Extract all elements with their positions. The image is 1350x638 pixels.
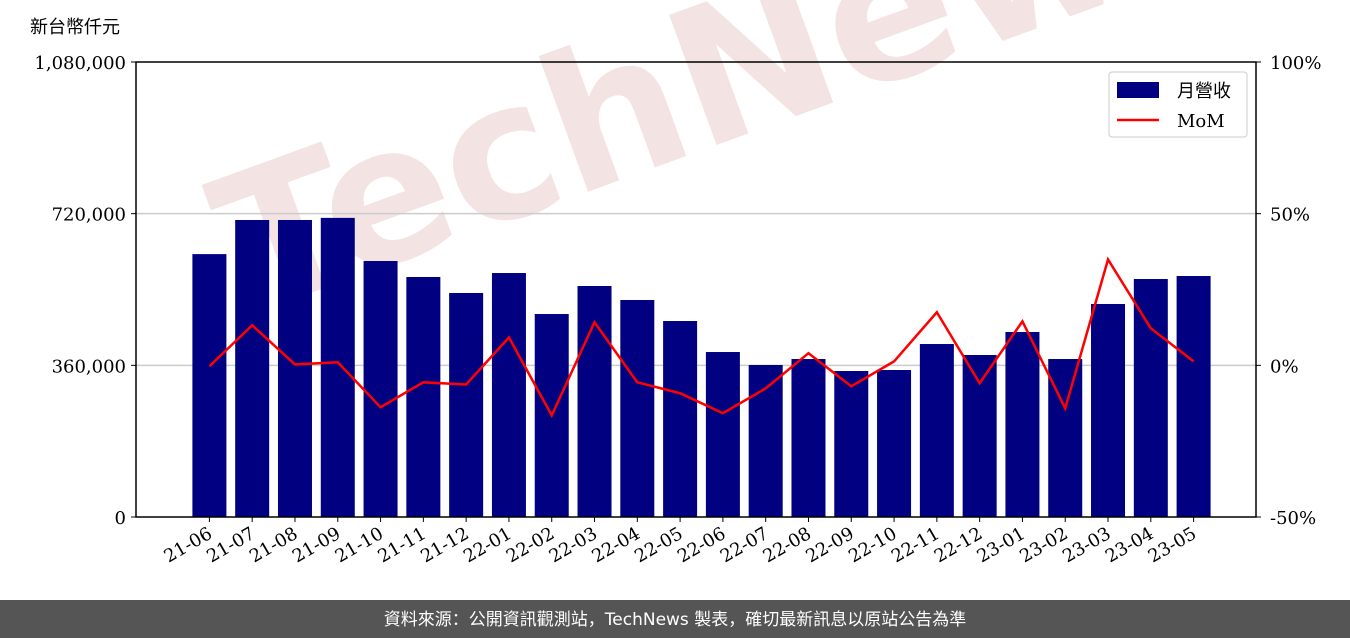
legend-label: MoM [1177, 111, 1225, 132]
bar [1005, 332, 1040, 517]
legend-swatch [1117, 82, 1159, 98]
x-tick-label: 22-04 [588, 523, 643, 567]
bar [620, 299, 655, 517]
bar [320, 217, 355, 517]
y-tick-label: 720,000 [52, 205, 126, 226]
bar [1091, 303, 1126, 517]
bar [877, 370, 912, 517]
x-tick-label: 21-11 [374, 523, 429, 567]
plot-frame [135, 61, 1257, 518]
unit-label: 新台幣仟元 [30, 17, 120, 38]
bar [192, 254, 227, 517]
bar [663, 321, 698, 517]
legend-label: 月營收 [1177, 81, 1231, 102]
bar [277, 219, 312, 517]
bar [962, 355, 997, 517]
bar [1176, 276, 1211, 517]
x-tick-label: 21-09 [289, 523, 344, 567]
x-tick-label: 22-02 [503, 523, 558, 567]
bar [791, 359, 826, 517]
x-tick-label: 23-03 [1059, 523, 1114, 567]
x-tick-label: 21-07 [203, 523, 258, 567]
y-tick-label: 1,080,000 [34, 53, 126, 74]
x-tick-label: 21-06 [160, 523, 215, 567]
y-tick-label: 360,000 [52, 356, 126, 377]
bar [834, 371, 869, 517]
x-tick-label: 22-03 [546, 523, 601, 567]
x-tick-label: 22-07 [717, 523, 772, 567]
y2-tick-label: 50% [1270, 205, 1310, 226]
footer: 資料來源：公開資訊觀測站，TechNews 製表，確切最新訊息以原站公告為準 [384, 610, 966, 630]
x-tick-label: 23-05 [1145, 523, 1200, 567]
bar [919, 344, 954, 517]
x-tick-label: 22-09 [802, 523, 857, 567]
bar [363, 261, 398, 517]
x-tick-label: 22-06 [674, 523, 729, 567]
bar [705, 352, 740, 517]
x-tick-label: 23-02 [1016, 523, 1071, 567]
mom-line [208, 256, 1195, 419]
x-tick-label: 21-08 [246, 523, 301, 567]
x-tick-label: 21-12 [417, 523, 472, 567]
x-tick-label: 22-01 [460, 523, 515, 567]
x-tick-label: 23-01 [973, 523, 1028, 567]
bar [1133, 279, 1168, 517]
x-tick-label: 23-04 [1102, 523, 1157, 567]
x-tick-label: 22-08 [760, 523, 815, 567]
bar [406, 276, 441, 517]
bar [235, 219, 270, 517]
bar [449, 292, 484, 517]
x-tick-label: 22-11 [888, 523, 943, 567]
x-tick-label: 22-12 [931, 523, 986, 567]
y2-tick-label: 100% [1270, 53, 1321, 74]
y-tick-label: 0 [115, 508, 126, 529]
bar [748, 364, 783, 517]
bar [491, 273, 526, 517]
y2-tick-label: 0% [1270, 356, 1299, 377]
x-tick-label: 22-05 [631, 523, 686, 567]
x-tick-label: 22-10 [845, 523, 900, 567]
y2-tick-label: -50% [1270, 508, 1316, 529]
x-tick-label: 21-10 [332, 523, 387, 567]
footer-bar [0, 600, 1350, 638]
